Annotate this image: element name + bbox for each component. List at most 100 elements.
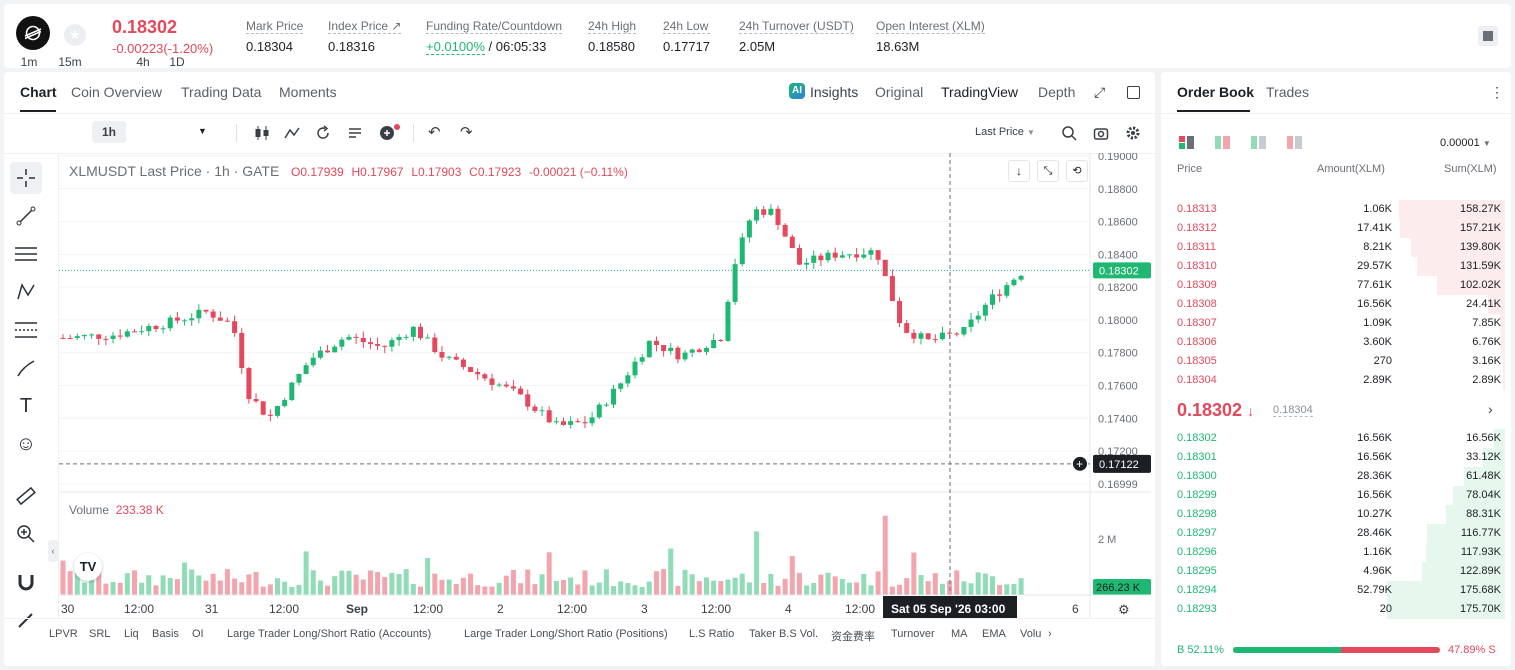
indicator-4[interactable]: OI [192, 628, 204, 640]
tab-trading-data[interactable]: Trading Data [181, 84, 262, 100]
tab-original[interactable]: Original [875, 84, 924, 100]
indicator-8[interactable]: Taker B.S Vol. [749, 628, 819, 640]
indicator-6[interactable]: Large Trader Long/Short Ratio (Positions… [464, 628, 668, 640]
settings-gear-icon[interactable] [1125, 125, 1141, 141]
ask-row[interactable]: 0.18304 2.89K 2.89K [1177, 371, 1505, 390]
volume-bar [939, 583, 945, 595]
indicators-icon[interactable] [283, 124, 301, 142]
index-price-stat[interactable]: Index Price ↗ 0.18316 [328, 19, 402, 54]
camera-icon[interactable] [1093, 125, 1109, 141]
book-icon[interactable] [1478, 26, 1498, 46]
window-icon[interactable] [1127, 86, 1140, 99]
indicator-13[interactable]: Volu [1020, 628, 1042, 640]
col-price: Price [1177, 163, 1203, 175]
timeframe-1h[interactable]: 1h [92, 121, 126, 143]
tab-moments[interactable]: Moments [279, 84, 337, 100]
precision-select[interactable]: 0.00001 ▼ [1440, 137, 1491, 149]
tab-depth[interactable]: Depth [1038, 84, 1076, 100]
indicator-1[interactable]: SRL [89, 628, 111, 640]
ask-row[interactable]: 0.18305 270 3.16K [1177, 352, 1505, 371]
scroll-latest-icon[interactable]: ↓ [1008, 160, 1030, 182]
ask-row[interactable]: 0.18311 8.21K 139.80K [1177, 238, 1505, 257]
horizontal-lines-tool-icon[interactable] [10, 238, 42, 270]
volume-bar [804, 585, 810, 595]
brush-tool-icon[interactable] [10, 352, 42, 384]
pencil-lock-tool-icon[interactable] [10, 604, 42, 636]
ask-row[interactable]: 0.18312 17.41K 157.21K [1177, 219, 1505, 238]
text-tool-icon[interactable]: T [19, 394, 33, 417]
reset-view-icon[interactable]: ⟲ [1066, 160, 1088, 182]
bid-row[interactable]: 0.18301 16.56K 33.12K [1177, 448, 1505, 467]
indicator-7[interactable]: L.S Ratio [689, 628, 735, 640]
candle [761, 209, 767, 215]
tab-chart[interactable]: Chart [20, 84, 57, 100]
candle [246, 368, 252, 400]
indicator-2[interactable]: Liq [124, 628, 139, 640]
chart-settings-icon[interactable]: ⚙ [1118, 602, 1130, 617]
indicator-5[interactable]: Large Trader Long/Short Ratio (Accounts) [227, 628, 432, 640]
fullscreen-icon[interactable]: ⤢ [1094, 84, 1106, 100]
bid-row[interactable]: 0.18295 4.96K 122.89K [1177, 562, 1505, 581]
volume-bar [210, 573, 216, 595]
bid-row[interactable]: 0.18294 52.79K 175.68K [1177, 581, 1505, 600]
indicator-10[interactable]: Turnover [891, 628, 935, 640]
timeframe-4h[interactable]: 4h [136, 55, 150, 69]
bid-row[interactable]: 0.18302 16.56K 16.56K [1177, 429, 1505, 448]
templates-icon[interactable] [346, 124, 364, 142]
volume-bar [961, 581, 967, 595]
ruler-tool-icon[interactable] [10, 480, 42, 512]
indicator-11[interactable]: MA [951, 628, 968, 640]
indicator-0[interactable]: LPVR [49, 628, 78, 640]
timeframe-dropdown-icon[interactable]: ▼ [198, 126, 207, 136]
indicator-3[interactable]: Basis [152, 628, 179, 640]
indicator-scroll-icon[interactable]: › [1048, 628, 1052, 640]
ask-row[interactable]: 0.18313 1.06K 158.27K [1177, 200, 1505, 219]
pattern-tool-icon[interactable] [10, 276, 42, 308]
timeframe-1m[interactable]: 1m [20, 55, 38, 69]
ask-row[interactable]: 0.18308 16.56K 24.41K [1177, 295, 1505, 314]
more-options-icon[interactable]: ⋮ [1490, 84, 1504, 100]
ask-row[interactable]: 0.18307 1.09K 7.85K [1177, 314, 1505, 333]
tab-insights[interactable]: Insights [810, 84, 859, 100]
candlestick-type-icon[interactable] [252, 124, 272, 142]
timeframe-1d[interactable]: 1D [169, 55, 185, 69]
ask-row[interactable]: 0.18310 29.57K 131.59K [1177, 257, 1505, 276]
replay-icon[interactable] [314, 124, 332, 142]
bid-row[interactable]: 0.18298 10.27K 88.31K [1177, 505, 1505, 524]
price-chart[interactable]: 0.19000 0.18800 0.18600 0.18400 0.18200 0.180… [59, 153, 1151, 618]
emoji-tool-icon[interactable]: ☺ [15, 432, 37, 455]
tab-order-book[interactable]: Order Book [1177, 84, 1255, 100]
volume-bar [682, 569, 688, 595]
crosshair-tool-icon[interactable] [10, 162, 42, 194]
bid-row[interactable]: 0.18299 16.56K 78.04K [1177, 486, 1505, 505]
tab-coin-overview[interactable]: Coin Overview [71, 84, 163, 100]
indicator-12[interactable]: EMA [982, 628, 1006, 640]
row-price: 0.18310 [1177, 260, 1217, 272]
undo-icon[interactable]: ↶ [428, 124, 441, 141]
search-icon[interactable] [1061, 125, 1077, 141]
chevron-right-icon[interactable]: › [1488, 401, 1493, 417]
ask-row[interactable]: 0.18309 77.61K 102.02K [1177, 276, 1505, 295]
volume-axis-label: 2 M [1098, 534, 1116, 546]
collapse-toolbar-icon[interactable]: ‹ [48, 540, 58, 562]
bid-row[interactable]: 0.18296 1.16K 117.93K [1177, 543, 1505, 562]
fib-tool-icon[interactable] [10, 314, 42, 346]
redo-icon[interactable]: ↷ [460, 124, 473, 141]
collapse-icon[interactable]: ⤡ [1037, 160, 1059, 182]
timeframe-15m[interactable]: 15m [58, 55, 82, 69]
volume-bar [132, 570, 137, 595]
tab-tradingview[interactable]: TradingView [941, 84, 1019, 100]
indicator-9[interactable]: 资金费率 [831, 631, 875, 643]
tab-trades[interactable]: Trades [1266, 84, 1310, 100]
bid-row[interactable]: 0.18300 28.36K 61.48K [1177, 467, 1505, 486]
bid-row[interactable]: 0.18293 20 175.70K [1177, 600, 1505, 619]
book-layout-toggle[interactable] [1178, 135, 1308, 151]
favorite-star-icon[interactable]: ★ [64, 24, 86, 46]
ask-row[interactable]: 0.18306 3.60K 6.76K [1177, 333, 1505, 352]
price-type-select[interactable]: Last Price ▼ [975, 126, 1035, 138]
trend-line-tool-icon[interactable] [10, 200, 42, 232]
zoom-in-tool-icon[interactable] [10, 518, 42, 550]
bid-row[interactable]: 0.18297 28.46K 116.77K [1177, 524, 1505, 543]
magnet-tool-icon[interactable] [10, 566, 42, 598]
add-alert-icon[interactable] [378, 122, 402, 142]
